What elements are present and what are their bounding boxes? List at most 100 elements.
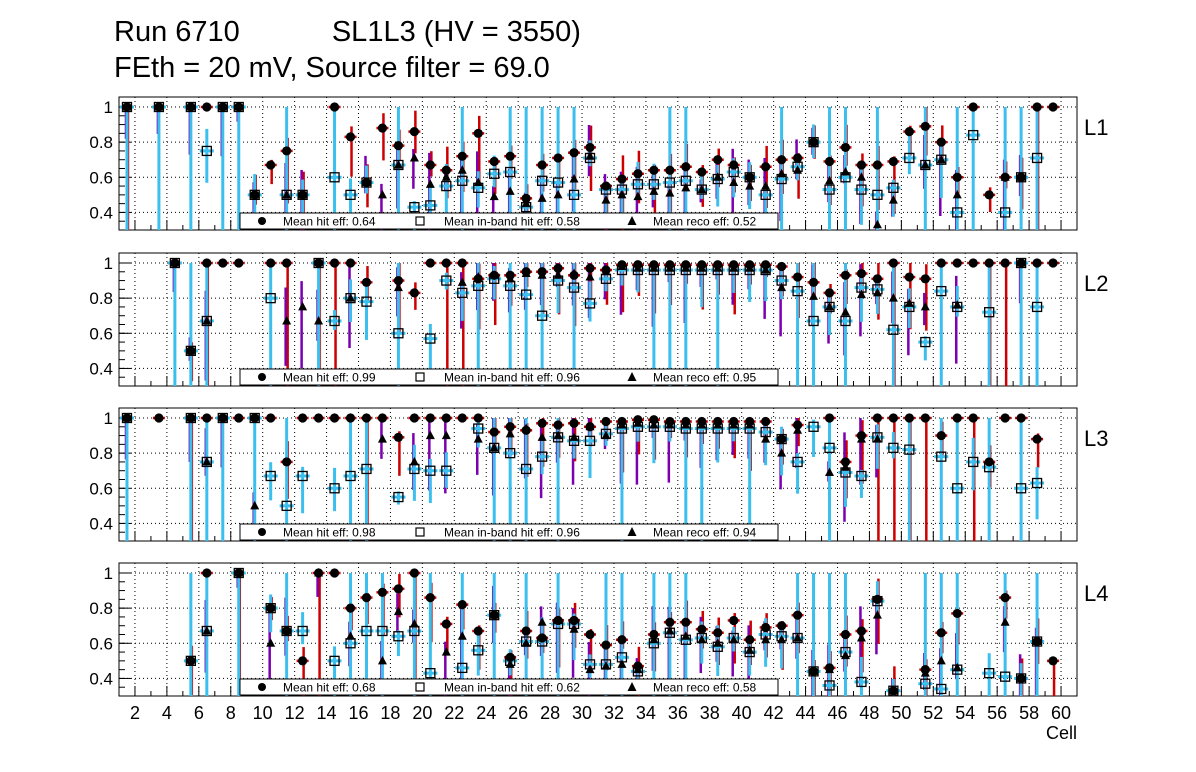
reco-point xyxy=(825,175,835,185)
hit-point xyxy=(968,102,978,112)
reco-point xyxy=(154,102,164,111)
hit-point xyxy=(968,413,978,423)
hit-point xyxy=(425,160,435,170)
reco-point xyxy=(521,268,531,278)
inband-point xyxy=(521,289,532,300)
hit-point xyxy=(521,193,531,203)
hit-point xyxy=(1032,102,1042,112)
hit-point xyxy=(697,624,707,634)
legend-hit-marker xyxy=(258,528,266,536)
reco-point xyxy=(777,168,787,178)
legend-inband-text: Mean in-band hit eff: 0.58 xyxy=(444,215,580,229)
y-tick-label: 0.4 xyxy=(89,514,113,533)
reco-point xyxy=(856,633,866,642)
reco-point xyxy=(665,625,675,635)
y-tick-label: 1 xyxy=(104,409,113,428)
hit-point xyxy=(457,600,467,610)
hit-point xyxy=(473,413,483,423)
inband-point xyxy=(952,483,963,494)
reco-point xyxy=(665,420,675,429)
reco-point xyxy=(425,430,435,440)
inband-point xyxy=(441,180,452,192)
y-tick-label: 1 xyxy=(104,564,113,583)
reco-point xyxy=(457,165,467,174)
x-tick-label: 42 xyxy=(764,703,784,723)
reco-point xyxy=(537,193,547,202)
inband-point xyxy=(201,145,212,157)
reco-point xyxy=(122,413,132,422)
hit-point xyxy=(457,151,467,161)
reco-point xyxy=(585,664,595,674)
inband-point xyxy=(1031,301,1043,313)
reco-point xyxy=(840,650,850,660)
reco-point xyxy=(489,270,499,279)
hit-point xyxy=(761,622,771,633)
inband-point xyxy=(808,315,819,327)
reco-point xyxy=(872,610,882,619)
reco-point xyxy=(1016,258,1026,267)
hit-point xyxy=(329,258,340,268)
inband-point xyxy=(473,645,484,656)
reco-point xyxy=(601,430,611,440)
legend-hit-text: Mean hit eff: 0.64 xyxy=(283,215,376,229)
reco-point xyxy=(617,189,627,199)
reco-point xyxy=(761,181,771,190)
hit-point xyxy=(250,413,260,423)
hit-point xyxy=(377,123,388,133)
hit-point xyxy=(777,621,787,631)
superlayer-label: SL1L3 (HV = 3550) xyxy=(331,16,581,48)
reco-point xyxy=(553,430,563,440)
reco-point xyxy=(729,177,739,187)
hit-point xyxy=(777,434,787,444)
reco-point xyxy=(393,282,403,292)
reco-point xyxy=(585,421,595,431)
hit-point xyxy=(1048,102,1058,112)
reco-point xyxy=(282,315,292,325)
inband-point xyxy=(584,298,596,309)
hit-point xyxy=(1000,258,1010,268)
hit-point xyxy=(681,162,691,172)
y-tick-label: 0.8 xyxy=(89,444,113,463)
inband-point xyxy=(664,177,675,188)
reco-point xyxy=(314,315,324,325)
y-tick-label: 1 xyxy=(104,254,113,273)
reco-point xyxy=(186,102,196,111)
reco-point xyxy=(393,159,403,169)
x-tick-label: 32 xyxy=(604,703,624,723)
inband-point xyxy=(425,465,436,476)
hit-point xyxy=(761,416,771,427)
reco-point xyxy=(457,631,467,640)
reco-point xyxy=(681,182,691,192)
reco-point xyxy=(250,189,260,199)
inband-point xyxy=(393,491,404,503)
hit-point xyxy=(361,593,372,603)
inband-point xyxy=(888,324,899,335)
hit-point xyxy=(824,156,835,167)
hit-point xyxy=(537,633,547,643)
panel-frame-L1 xyxy=(118,96,1078,231)
inband-point xyxy=(856,184,867,195)
inband-point xyxy=(1031,477,1043,489)
reco-point xyxy=(633,263,643,272)
reco-point xyxy=(1016,172,1026,181)
inband-point xyxy=(505,166,516,178)
reco-point xyxy=(745,420,755,429)
hit-point xyxy=(792,420,803,430)
layer-label-L3: L3 xyxy=(1084,426,1108,451)
x-tick-label: 8 xyxy=(226,703,236,723)
reco-point xyxy=(681,263,691,272)
legend-reco-text: Mean reco eff: 0.52 xyxy=(653,215,757,229)
hit-point xyxy=(186,656,196,666)
hit-point xyxy=(202,102,212,112)
inband-point xyxy=(265,470,276,482)
hit-point xyxy=(202,568,212,578)
hit-point xyxy=(569,615,579,626)
reco-point xyxy=(825,301,835,311)
reco-point xyxy=(585,272,595,281)
hit-point xyxy=(425,593,435,603)
reco-point xyxy=(697,634,707,644)
hit-point xyxy=(313,258,324,268)
reco-point xyxy=(377,189,387,199)
hit-point xyxy=(761,260,771,270)
hit-point xyxy=(441,258,451,268)
